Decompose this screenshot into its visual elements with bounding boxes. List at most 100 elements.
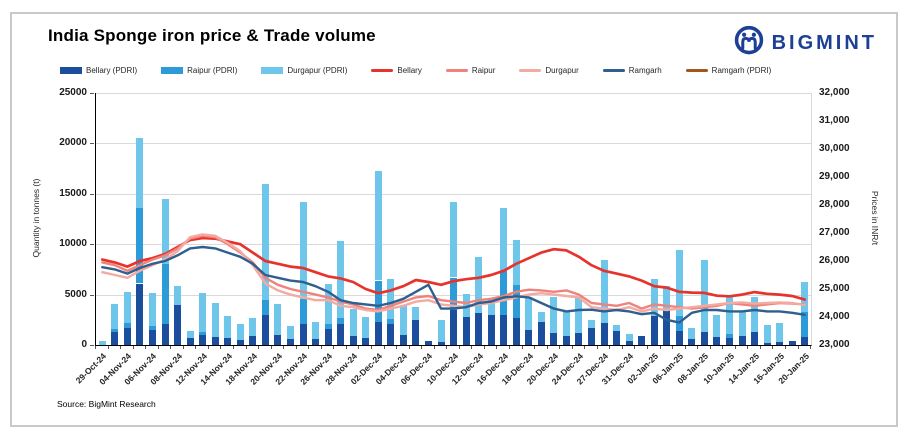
bar-segment <box>387 318 395 324</box>
bar-segment <box>500 271 508 316</box>
bar-segment <box>362 316 370 338</box>
x-axis-tick <box>609 346 611 349</box>
legend-item: Raipur (PDRI) <box>161 66 237 75</box>
bar-segment <box>261 183 269 300</box>
legend-item: Bellary <box>371 66 422 75</box>
x-axis-tick <box>233 346 234 349</box>
bar-segment <box>399 334 407 345</box>
bar-segment <box>374 321 382 345</box>
bar-segment <box>726 337 733 345</box>
bar-segment <box>450 277 457 310</box>
legend-label: Durgapur (PDRI) <box>287 66 348 75</box>
bar-segment <box>374 280 382 322</box>
x-axis-tick <box>383 346 385 349</box>
right-axis-tick-label: 24,000 <box>819 311 850 322</box>
bar-segment <box>700 260 708 332</box>
x-axis-tick <box>308 346 310 349</box>
bar-segment <box>613 324 621 331</box>
right-axis-tick-label: 25,000 <box>819 283 850 294</box>
bar-segment <box>525 329 533 345</box>
bar-segment <box>613 330 621 345</box>
bar-segment <box>462 293 470 317</box>
legend-item: Durgapur (PDRI) <box>261 66 347 75</box>
bar-segment <box>550 332 558 345</box>
bar-segment <box>638 335 646 345</box>
legend-label: Raipur <box>471 66 496 75</box>
x-axis-tick <box>634 346 636 349</box>
right-axis-tick-label: 30,000 <box>819 143 850 154</box>
bar-segment <box>500 315 508 345</box>
bar-segment <box>713 336 721 345</box>
bar-segment <box>174 304 181 345</box>
plot-area <box>95 93 812 346</box>
left-axis-tick <box>90 93 94 94</box>
bar-segment <box>550 296 558 333</box>
bar-segment <box>148 325 156 330</box>
bar-segment <box>148 329 156 345</box>
source-note: Source: BigMint Research <box>57 399 156 409</box>
x-axis-tick <box>621 346 623 349</box>
bar-segment <box>123 327 131 345</box>
legend-label: Bellary (PDRI) <box>86 66 138 75</box>
x-axis-tick <box>483 346 485 349</box>
bigmint-logo-text: BIGMINT <box>771 32 877 54</box>
bar-segment <box>111 303 119 329</box>
bar-segment <box>450 201 457 278</box>
bar-segment <box>286 339 294 345</box>
x-axis-tick <box>182 346 184 349</box>
bar-segment <box>788 341 796 345</box>
x-axis-tick <box>120 346 122 349</box>
bar-segment <box>525 296 533 330</box>
bar-segment <box>512 284 520 318</box>
bar-segment <box>675 330 683 345</box>
bar-segment <box>588 327 595 345</box>
bar-segment <box>562 311 570 336</box>
bar-segment <box>512 317 520 345</box>
bar-segment <box>738 311 746 336</box>
bar-segment <box>224 337 232 345</box>
legend-label: Ramgarh (PDRI) <box>711 66 772 75</box>
bar-segment <box>224 315 232 338</box>
bar-segment <box>148 292 156 326</box>
left-axis-tick-label: 0 <box>81 339 87 350</box>
bar-segment <box>111 328 119 332</box>
left-axis-tick-label: 25000 <box>59 87 87 98</box>
bar-segment <box>161 323 169 345</box>
x-axis-tick <box>283 346 285 349</box>
right-axis-tick-label: 28,000 <box>819 199 850 210</box>
bar-segment <box>362 337 370 345</box>
x-axis-tick <box>496 346 498 349</box>
bar-segment <box>726 296 733 334</box>
legend-item: Ramgarh (PDRI) <box>685 66 772 75</box>
bar-segment <box>650 315 658 345</box>
bar-segment <box>299 323 307 345</box>
x-axis-tick <box>810 346 811 349</box>
x-axis-tick <box>684 346 686 349</box>
x-axis-tick <box>709 346 711 349</box>
bar-segment <box>475 312 483 345</box>
bar-segment <box>776 342 784 345</box>
legend-swatch-line <box>445 69 468 72</box>
legend-label: Raipur (PDRI) <box>187 66 238 75</box>
gridline <box>96 93 811 94</box>
legend-swatch-line <box>371 69 394 72</box>
legend-item: Durgapur <box>519 66 579 75</box>
bar-segment <box>349 335 357 345</box>
bar-segment <box>337 323 345 345</box>
bar-segment <box>412 306 420 320</box>
bar-segment <box>424 341 432 345</box>
bar-segment <box>199 292 207 332</box>
bar-segment <box>286 325 294 339</box>
bar-segment <box>299 201 307 299</box>
bar-segment <box>801 281 809 312</box>
bar-segment <box>763 343 771 345</box>
bar-segment <box>776 322 784 342</box>
bar-segment <box>274 303 282 335</box>
bar-segment <box>261 314 269 345</box>
bar-segment <box>625 341 633 345</box>
bar-segment <box>475 257 483 313</box>
bar-segment <box>562 335 570 345</box>
legend-swatch-bar <box>261 67 284 74</box>
bar-segment <box>324 328 332 345</box>
